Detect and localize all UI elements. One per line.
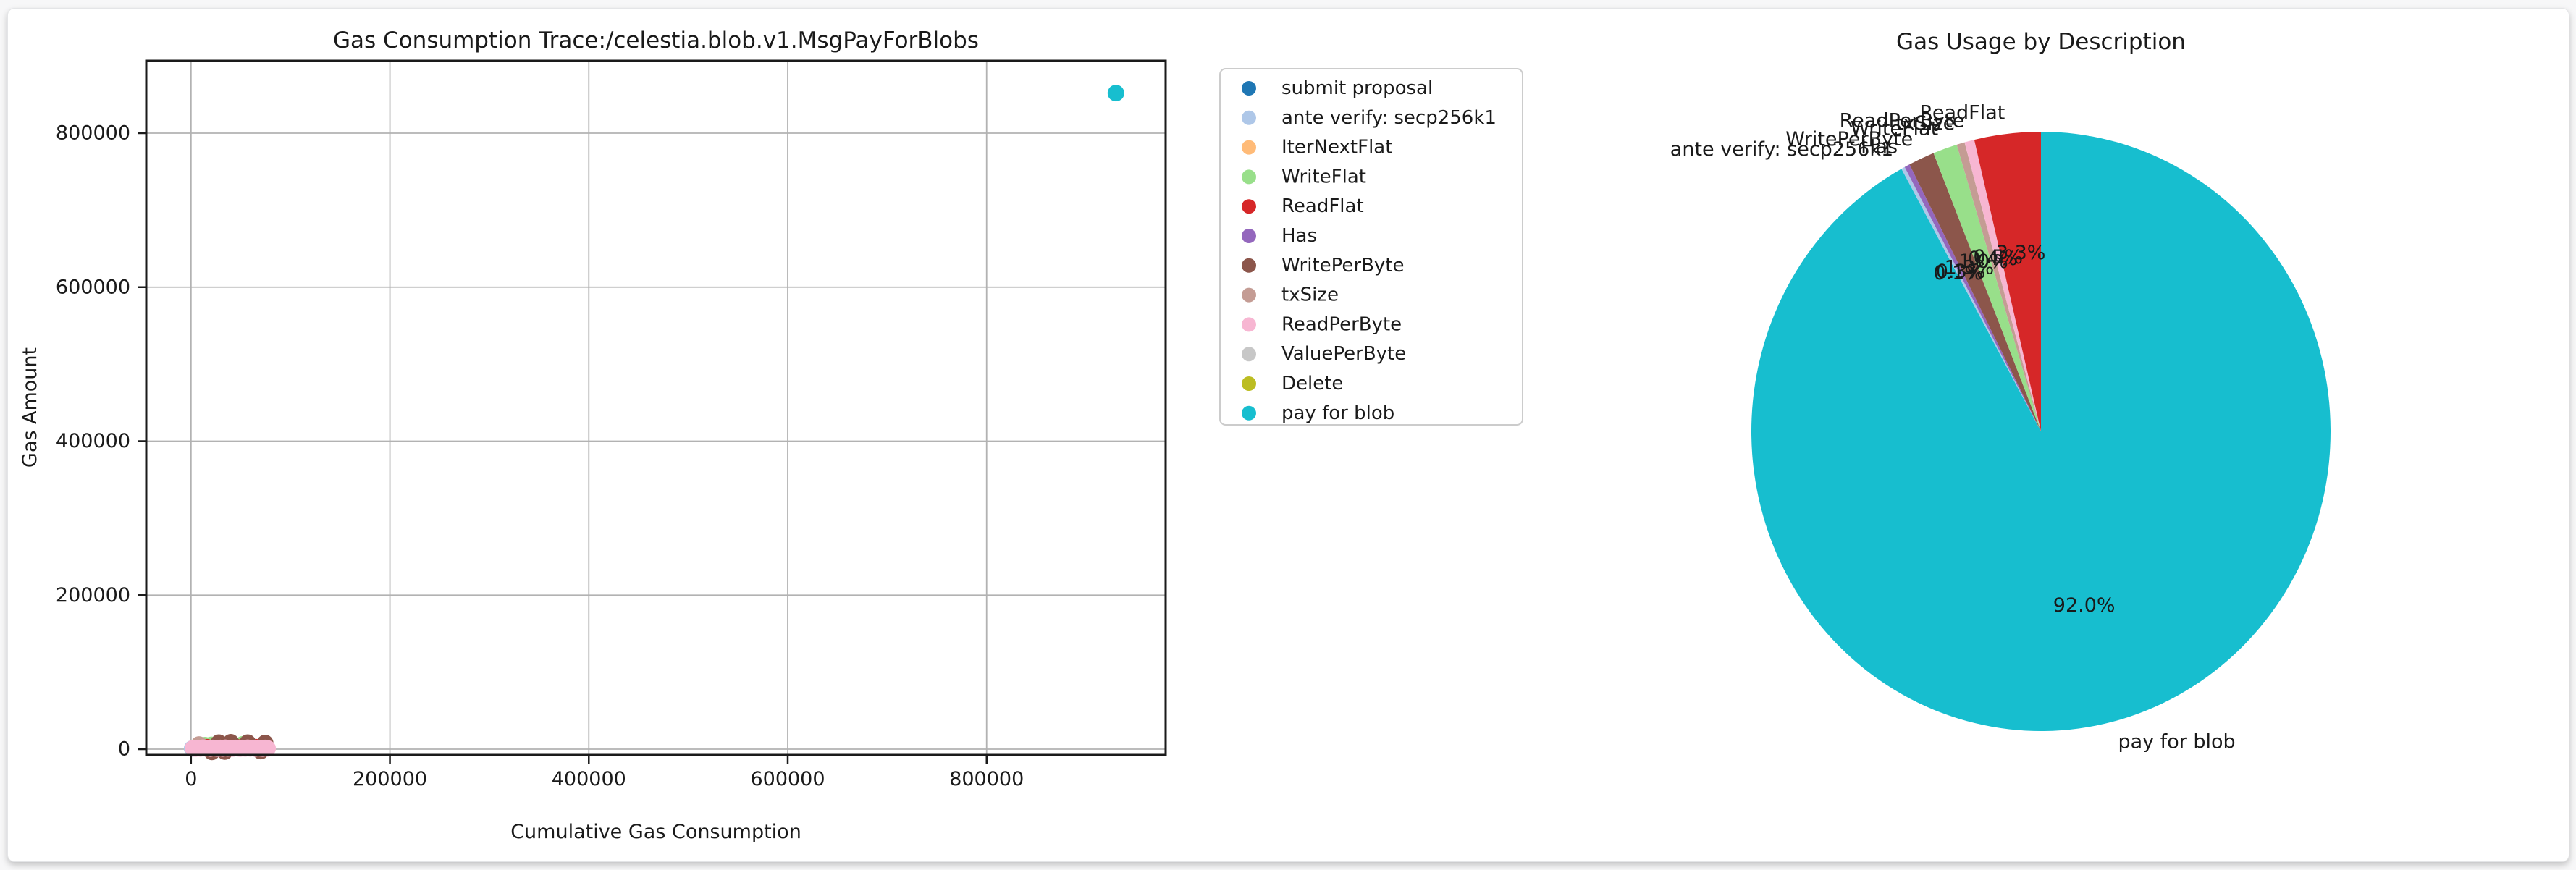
legend-item-label: ReadFlat bbox=[1281, 195, 1364, 217]
legend-swatch bbox=[1242, 140, 1256, 155]
pie-slice-label: WriteFlat bbox=[1851, 118, 1938, 140]
pie-slice-label: ante verify: secp256k1 bbox=[1670, 138, 1893, 161]
legend-item: IterNextFlat bbox=[1242, 137, 1392, 159]
legend-item: submit proposal bbox=[1242, 77, 1433, 99]
legend-box bbox=[1219, 68, 1523, 426]
legend-item-label: ValuePerByte bbox=[1281, 343, 1406, 365]
pie-pct-label: 0.4% bbox=[1968, 248, 2018, 270]
pie-slice-writeperbyte bbox=[1909, 153, 2041, 431]
scatter-plot-frame bbox=[145, 59, 1167, 756]
scatter-legend: submit proposal ante verify: secp256k1 Ite… bbox=[1219, 68, 1523, 426]
pie-slice-txsize bbox=[1956, 142, 2041, 432]
pie-pct-label: 1.3% bbox=[1945, 256, 1995, 279]
pie-pct-label: 92.0% bbox=[2053, 594, 2116, 617]
legend-swatch bbox=[1242, 229, 1256, 243]
scatter-point-pay-for-blob bbox=[1107, 85, 1124, 102]
y-tick-label: 800000 bbox=[56, 122, 130, 144]
scatter-grid bbox=[146, 61, 1166, 755]
legend-swatch bbox=[1242, 287, 1256, 303]
pie-slice-label: WritePerByte bbox=[1785, 128, 1913, 151]
legend-item-label: ReadPerByte bbox=[1281, 313, 1402, 335]
legend-item-label: Delete bbox=[1281, 373, 1343, 394]
legend-item: Has bbox=[1242, 225, 1317, 247]
y-tick-label: 400000 bbox=[56, 430, 130, 452]
y-tick-label: 200000 bbox=[56, 584, 130, 607]
legend-item-label: ante verify: secp256k1 bbox=[1281, 107, 1497, 129]
scatter-title: Gas Consumption Trace:/celestia.blob.v1.… bbox=[333, 28, 979, 54]
pie-slice-label: ReadFlat bbox=[1919, 102, 2005, 124]
legend-item-label: txSize bbox=[1281, 284, 1339, 306]
pie-pct-label: 3.3% bbox=[1996, 242, 2046, 264]
legend-item-label: WriteFlat bbox=[1281, 166, 1366, 187]
legend-item-label: Has bbox=[1281, 225, 1317, 247]
legend-swatch bbox=[1242, 317, 1256, 332]
legend-item: pay for blob bbox=[1242, 402, 1394, 424]
pie-slices bbox=[1751, 132, 2331, 732]
pie-slice-has bbox=[1904, 164, 2041, 432]
legend-swatch bbox=[1242, 347, 1256, 362]
pie-slice-readperbyte bbox=[1964, 140, 2041, 432]
legend-item: WritePerByte bbox=[1242, 255, 1405, 276]
legend-item: WriteFlat bbox=[1242, 166, 1366, 187]
scatter-point-readperbyte bbox=[259, 740, 277, 757]
scatter-ticks: 0 200000 400000 600000 800000 0 200000 400000 60… bbox=[56, 122, 1024, 790]
legend-item-label: WritePerByte bbox=[1281, 255, 1405, 276]
pie-slice-writeflat bbox=[1933, 144, 2041, 431]
x-tick-label: 0 bbox=[185, 768, 197, 790]
y-tick-label: 600000 bbox=[56, 276, 130, 298]
legend-item-label: pay for blob bbox=[1281, 402, 1394, 424]
legend-item: Delete bbox=[1242, 373, 1343, 394]
pie-labels: 92.0% pay for blob 0.1% ante verify: secp25… bbox=[1670, 102, 2236, 753]
pie-slice-readflat bbox=[1974, 132, 2041, 431]
pie-pct-label: 0.5% bbox=[1973, 246, 2023, 269]
pie-slice-label: txSize bbox=[1895, 112, 1955, 135]
x-tick-label: 600000 bbox=[750, 768, 825, 790]
pie-pct-label: 0.1% bbox=[1933, 262, 1983, 284]
x-tick-label: 400000 bbox=[552, 768, 626, 790]
legend-item: ReadPerByte bbox=[1242, 313, 1402, 335]
legend-swatch bbox=[1242, 405, 1256, 421]
legend-item: ReadFlat bbox=[1242, 195, 1364, 217]
legend-item: ValuePerByte bbox=[1242, 343, 1406, 365]
x-tick-label: 200000 bbox=[353, 768, 427, 790]
legend-swatch bbox=[1242, 169, 1256, 185]
scatter-ylabel: Gas Amount bbox=[19, 347, 41, 468]
legend-item: ante verify: secp256k1 bbox=[1242, 107, 1497, 129]
pie-pct-label: 1.0% bbox=[1958, 250, 2008, 273]
y-tick-label: 0 bbox=[118, 738, 130, 761]
legend-swatch bbox=[1242, 199, 1256, 214]
x-tick-label: 800000 bbox=[949, 768, 1024, 790]
legend-item-label: submit proposal bbox=[1281, 77, 1433, 99]
scatter-xlabel: Cumulative Gas Consumption bbox=[510, 821, 801, 843]
legend-swatch bbox=[1242, 110, 1256, 125]
legend-item-label: IterNextFlat bbox=[1281, 137, 1392, 159]
pie-pct-label: 0.3% bbox=[1936, 261, 1986, 283]
legend-item: txSize bbox=[1242, 284, 1339, 306]
pie-slice-ante-verify-secp256k1 bbox=[1901, 166, 2041, 431]
scatter-points bbox=[183, 85, 1124, 761]
legend-swatch bbox=[1242, 376, 1256, 391]
pie-slice-label: pay for blob bbox=[2118, 731, 2235, 753]
pie-slice-label: ReadPerByte bbox=[1840, 109, 1965, 132]
pie-slice-label: Has bbox=[1861, 136, 1898, 159]
legend-swatch bbox=[1242, 258, 1256, 273]
legend-swatch bbox=[1242, 81, 1256, 96]
pie-title: Gas Usage by Description bbox=[1896, 29, 2186, 55]
